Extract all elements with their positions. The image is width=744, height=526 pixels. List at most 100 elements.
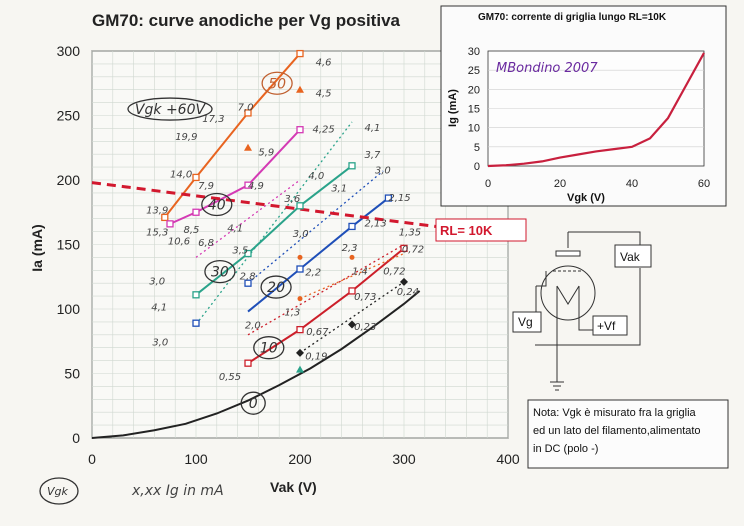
inset-axis-ticks: 0 20 40 60 0 5 10 15 20 25 30 [468,46,710,190]
ig-value-label: 2,8 [240,271,256,282]
anode-curve [91,290,421,439]
ig-value-label: 0,23 [354,322,376,333]
note-line-2: ed un lato del filamento,alimentato [533,425,701,437]
y-tick-label: 0 [72,430,80,446]
ig-value-label: 2,15 [388,193,410,204]
ig-value-label: 2,3 [342,243,358,254]
y-tick-label: 250 [57,108,81,124]
data-point-marker [296,348,304,357]
note-line-1: Nota: Vgk è misurato fra la griglia [533,407,697,419]
ig-value-label: 3,5 [232,246,248,257]
load-line-label-box [435,218,527,242]
grid [91,50,509,439]
circled-label-outline [127,97,213,121]
inset-grid [488,69,704,148]
ig-value-label: 3,7 [364,150,381,161]
anode-curve [195,165,353,296]
grid-current-curve [487,52,705,168]
ig-value-label: 3,1 [331,184,347,195]
data-point-marker [244,279,252,287]
circled-label-outline [253,336,285,360]
inset-y-tick-label: 25 [468,65,480,77]
anode-wire [567,231,641,248]
data-point-marker [192,208,200,216]
grid-wire [519,271,547,319]
vg-label: Vg [518,315,533,329]
inset-x-axis-label: Vgk (V) [567,192,605,204]
ig-value-label: 1,35 [399,228,421,239]
x-tick-label: 300 [392,451,416,467]
vg-box [512,311,542,333]
data-point-marker [296,202,304,210]
series-group [91,52,446,439]
ig-value-label: 4,5 [316,88,332,99]
inset-chart-title: GM70: corrente di griglia lungo RL=10K [478,12,667,23]
vgk-circle [39,477,79,505]
ig-dotted-line [195,179,301,258]
data-point-marker [400,244,408,253]
data-point-marker [244,359,252,367]
data-point-marker [296,85,304,93]
data-point-marker [348,222,356,231]
ig-value-label: 3,0 [375,166,391,177]
note-line-3: in DC (polo -) [533,443,598,455]
y-tick-label: 300 [57,43,81,59]
annotations-group: 50 40 30 20 10 0 Vgk +60V 4,6 4,5 7,0 17,3 19,9 5,9 4… [127,57,424,415]
ig-legend-note: x,xx Ig in mA [131,483,224,499]
ig-dotted-line [299,252,405,300]
inset-y-tick-label: 5 [474,142,480,154]
data-point-marker [244,249,252,258]
ig-value-label: 6,8 [198,238,214,249]
y-tick-label: 100 [57,301,81,317]
data-point-marker [400,277,408,286]
main-chart-title: GM70: curve anodiche per Vg positiva [92,11,401,30]
ig-value-label: 7,9 [198,181,214,192]
ig-value-label: 4,6 [316,57,332,68]
data-point-marker [192,173,200,182]
anode-curve [247,247,405,365]
ground-symbol [550,381,564,391]
inset-series-group [487,52,705,168]
ig-value-label: 7,0 [238,102,254,113]
circled-label: 40 [208,198,226,214]
data-point-marker [348,320,356,329]
data-point-marker [244,109,252,117]
vf-box [592,315,628,336]
filament [556,285,580,320]
ig-value-label: 0,55 [219,372,241,383]
anode-curve [169,129,301,225]
ig-value-label: 4,1 [151,302,167,313]
ig-value-label: 4,25 [312,124,334,135]
circled-label: 10 [260,341,278,357]
data-point-marker [192,319,200,327]
anode-plate [555,250,581,257]
ig-value-label: 0,24 [397,287,419,298]
x-tick-label: 200 [288,451,312,467]
ig-value-label: 5,9 [258,148,274,159]
ig-value-label: 3,6 [284,194,300,205]
inset-x-tick-label: 20 [554,178,566,190]
ig-value-label: 14,0 [170,170,192,181]
tube-envelope [540,265,596,321]
ig-value-label: 15,3 [146,228,168,239]
ground-bus [535,268,641,346]
data-point-marker [297,254,303,260]
main-chart: GM70: curve anodiche per Vg positiva 0 10… [29,11,527,505]
inset-y-tick-label: 10 [468,123,480,135]
x-tick-label: 0 [88,451,96,467]
filament-wire [578,320,593,331]
y-tick-label: 50 [64,366,80,382]
ig-value-label: 0,67 [306,327,329,338]
circled-label-outline [260,275,292,299]
data-point-marker [297,296,303,302]
inset-y-tick-label: 30 [468,46,480,58]
note-box: Nota: Vgk è misurato fra la griglia ed u… [527,399,729,469]
data-point-marker [192,291,200,299]
data-point-marker [348,287,356,295]
ig-value-label: 1,3 [284,308,300,319]
inset-signature: MBondino 2007 [496,61,598,76]
ig-dotted-line [247,170,384,284]
data-point-marker [244,181,252,189]
markers-group [161,49,408,373]
